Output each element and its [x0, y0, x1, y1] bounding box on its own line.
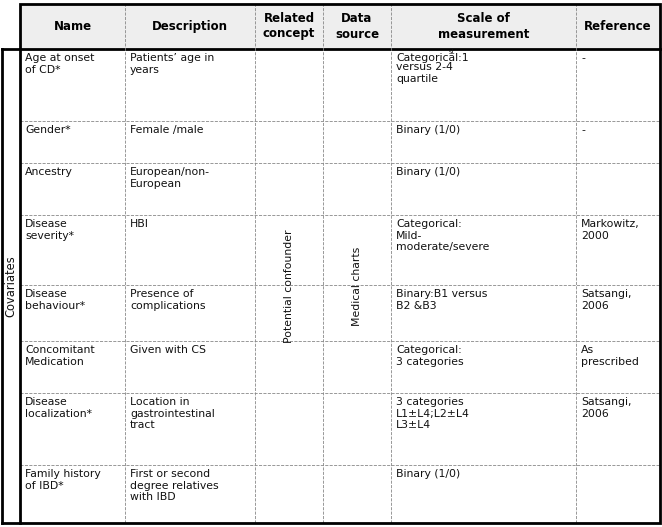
Text: Description: Description [152, 20, 228, 33]
Text: Age at onset
of CD*: Age at onset of CD* [25, 53, 95, 75]
Text: European/non-
European: European/non- European [130, 167, 210, 189]
Text: Gender*: Gender* [25, 125, 71, 135]
Text: versus 2-4
quartile: versus 2-4 quartile [396, 62, 453, 84]
Text: Disease
severity*: Disease severity* [25, 219, 74, 241]
Bar [20, 4, 660, 49]
Text: Ancestry: Ancestry [25, 167, 73, 177]
Text: Given with CS: Given with CS [130, 345, 206, 355]
Text: Categorical:
3 categories: Categorical: 3 categories [396, 345, 463, 367]
Text: 3 categories
L1±L4;L2±L4
L3±L4: 3 categories L1±L4;L2±L4 L3±L4 [396, 397, 470, 430]
Text: Binary (1/0): Binary (1/0) [396, 125, 460, 135]
Text: Scale of
measurement: Scale of measurement [438, 13, 529, 41]
Text: Female /male: Female /male [130, 125, 203, 135]
Text: Binary:B1 versus
B2 &B3: Binary:B1 versus B2 &B3 [396, 289, 487, 310]
Text: Markowitz,
2000: Markowitz, 2000 [581, 219, 639, 241]
Text: Presence of
complications: Presence of complications [130, 289, 205, 310]
Text: Patients’ age in
years: Patients’ age in years [130, 53, 214, 75]
Text: HBI: HBI [130, 219, 149, 229]
Text: Name: Name [54, 20, 91, 33]
Text: Binary (1/0): Binary (1/0) [396, 167, 460, 177]
Text: As
prescribed: As prescribed [581, 345, 639, 367]
Text: -: - [581, 125, 585, 135]
Text: Reference: Reference [584, 20, 652, 33]
Text: Satsangi,
2006: Satsangi, 2006 [581, 397, 632, 418]
Text: Medical charts: Medical charts [352, 247, 362, 326]
Text: Potential confounder: Potential confounder [284, 229, 294, 343]
Text: First or second
degree relatives
with IBD: First or second degree relatives with IB… [130, 469, 218, 502]
Text: -: - [581, 53, 585, 63]
Text: Satsangi,
2006: Satsangi, 2006 [581, 289, 632, 310]
Text: Related
concept: Related concept [263, 13, 315, 41]
Text: Categorical:
Mild-
moderate/severe: Categorical: Mild- moderate/severe [396, 219, 489, 252]
Text: st: st [449, 49, 455, 55]
Text: Family history
of IBD*: Family history of IBD* [25, 469, 101, 491]
Text: Disease
behaviour*: Disease behaviour* [25, 289, 85, 310]
Text: Binary (1/0): Binary (1/0) [396, 469, 460, 479]
Text: Concomitant
Medication: Concomitant Medication [25, 345, 95, 367]
Text: Categorical:1: Categorical:1 [396, 53, 469, 63]
Text: Disease
localization*: Disease localization* [25, 397, 92, 418]
Text: Covariates: Covariates [5, 255, 17, 317]
Text: Data
source: Data source [335, 13, 379, 41]
Text: Location in
gastrointestinal
tract: Location in gastrointestinal tract [130, 397, 214, 430]
